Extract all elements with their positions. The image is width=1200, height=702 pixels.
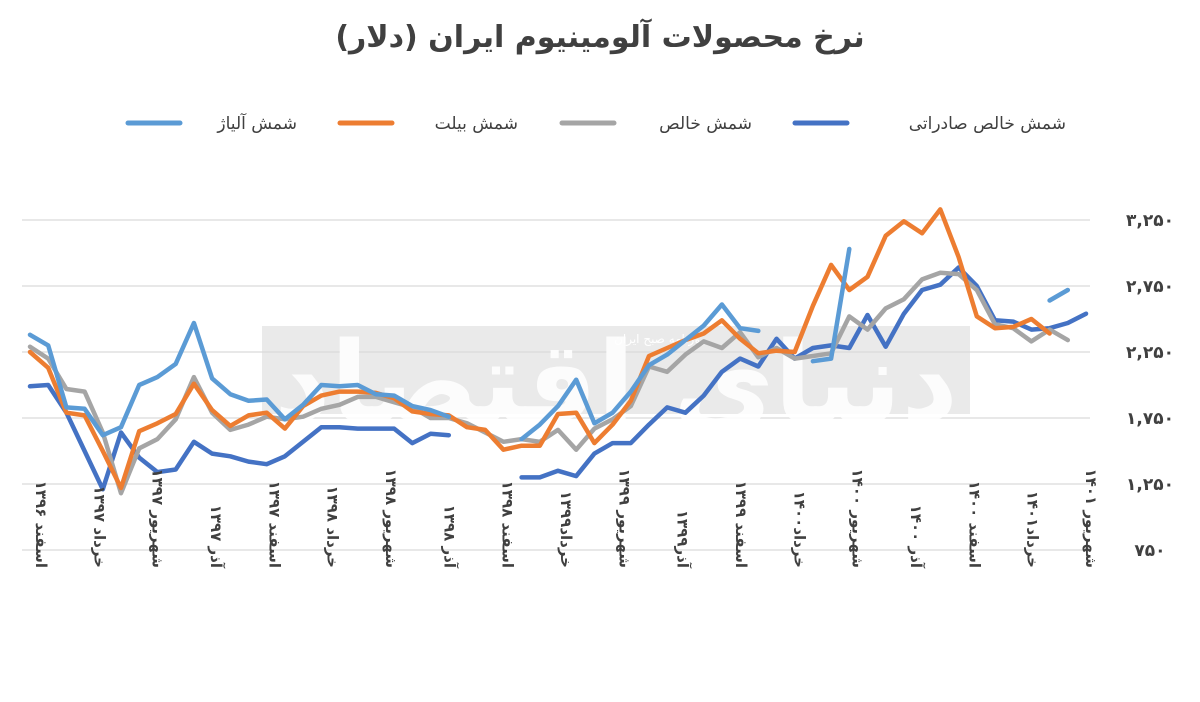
x-tick-label: شهریور ۱۳۹۹ bbox=[615, 468, 633, 568]
x-tick-label: آذر ۱۳۹۸ bbox=[440, 505, 458, 569]
y-tick-label: ۷۵۰ bbox=[1134, 541, 1165, 561]
x-tick-label: آذر ۱۳۹۷ bbox=[207, 505, 225, 569]
x-tick-label: شهریور ۱۴۰۰ bbox=[849, 468, 867, 568]
legend: شمش خالص صادراتی شمش خالص شمش بیلت شمش آلیا… bbox=[125, 112, 1066, 134]
y-tick-label: ۳,۲۵۰ bbox=[1126, 211, 1174, 231]
x-tick-label: خرداد۱۴۰۰ bbox=[790, 491, 808, 568]
x-tick-label: شهریور ۱۴۰۱ bbox=[1082, 468, 1100, 568]
series-lines bbox=[27, 207, 1089, 496]
x-tick-label: اسفند ۱۴۰۰ bbox=[965, 481, 983, 568]
x-tick-label: آذر۱۳۹۹ bbox=[674, 510, 692, 569]
x-tick-label: شهریور ۱۳۹۷ bbox=[149, 468, 167, 568]
x-tick-label: خرداد۱۴۰۱ bbox=[1024, 491, 1042, 568]
x-tick-label: آذر ۱۴۰۰ bbox=[907, 505, 925, 569]
x-tick-label: خرداد ۱۳۹۷ bbox=[90, 485, 108, 568]
series-line bbox=[27, 246, 1071, 442]
legend-label: شمش خالص صادراتی bbox=[909, 114, 1066, 134]
legend-label: شمش خالص bbox=[659, 114, 752, 134]
watermark-logo-text: دنیای اقتصاد bbox=[274, 318, 958, 446]
y-tick-label: ۱,۷۵۰ bbox=[1126, 409, 1174, 429]
chart-title: نرخ محصولات آلومینیوم ایران (دلار) bbox=[335, 20, 865, 55]
x-tick-label: اسفند ۱۳۹۸ bbox=[499, 481, 517, 568]
x-tick-label: اسفند ۱۳۹۶ bbox=[32, 481, 50, 568]
y-tick-label: ۲,۲۵۰ bbox=[1126, 343, 1174, 363]
legend-label: شمش بیلت bbox=[435, 114, 518, 134]
x-axis-ticks: اسفند ۱۳۹۶ خرداد ۱۳۹۷ شهریور ۱۳۹۷ آذر ۱۳۹۷ ا… bbox=[32, 468, 1100, 568]
x-tick-label: اسفند ۱۳۹۹ bbox=[732, 481, 750, 568]
x-tick-label: شهریور ۱۳۹۸ bbox=[382, 468, 400, 568]
x-tick-label: خرداد ۱۳۹۸ bbox=[324, 485, 342, 568]
y-tick-label: ۱,۲۵۰ bbox=[1126, 475, 1174, 495]
x-tick-label: خرداد۱۳۹۹ bbox=[557, 491, 575, 568]
y-tick-label: ۲,۷۵۰ bbox=[1126, 277, 1174, 297]
series-line bbox=[27, 207, 1052, 491]
x-tick-label: اسفند ۱۳۹۷ bbox=[265, 481, 283, 568]
legend-label: شمش آلیاژ bbox=[216, 112, 297, 134]
y-axis-ticks: ۷۵۰ ۱,۲۵۰ ۱,۷۵۰ ۲,۲۵۰ ۲,۷۵۰ ۳,۲۵۰ bbox=[1126, 211, 1174, 561]
